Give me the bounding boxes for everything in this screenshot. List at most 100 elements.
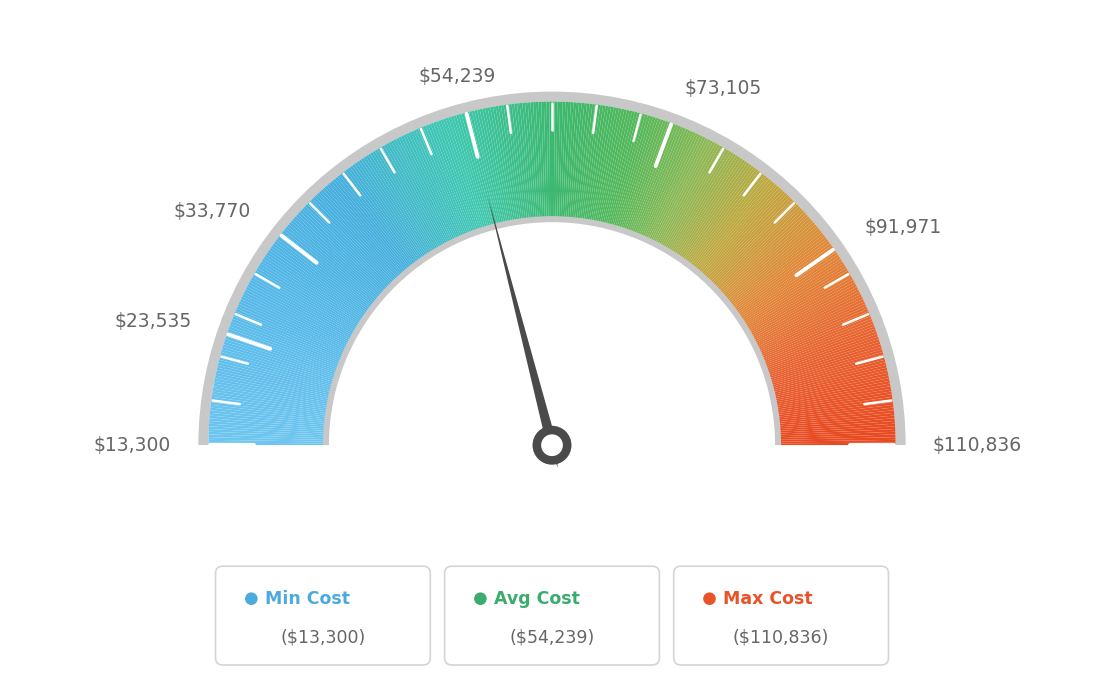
Wedge shape [459,114,493,230]
Wedge shape [477,109,505,227]
Text: ($13,300): ($13,300) [280,629,365,647]
Wedge shape [725,228,820,306]
Wedge shape [546,101,550,222]
Wedge shape [746,275,852,336]
Wedge shape [775,426,895,435]
Wedge shape [514,104,529,224]
Wedge shape [431,123,475,236]
Wedge shape [772,381,890,405]
Wedge shape [604,111,635,228]
Wedge shape [773,388,891,411]
Wedge shape [209,432,329,438]
Wedge shape [280,233,376,308]
Wedge shape [564,102,574,222]
Wedge shape [290,220,383,300]
Wedge shape [696,182,775,275]
Wedge shape [575,104,590,224]
Wedge shape [337,175,414,271]
Wedge shape [773,397,892,415]
Wedge shape [374,150,438,254]
Text: $23,535: $23,535 [115,313,192,331]
Wedge shape [571,103,584,223]
Wedge shape [319,191,402,282]
Wedge shape [774,402,893,419]
Wedge shape [461,113,495,230]
Wedge shape [394,139,450,247]
Wedge shape [231,322,343,366]
Wedge shape [765,342,880,380]
Wedge shape [757,311,870,359]
Wedge shape [221,352,337,386]
Wedge shape [333,179,411,273]
Wedge shape [721,220,814,300]
Wedge shape [646,133,699,243]
Wedge shape [259,264,362,328]
Wedge shape [268,250,369,319]
Wedge shape [733,244,831,315]
Wedge shape [673,157,741,259]
Wedge shape [761,322,873,366]
Wedge shape [554,101,558,222]
Wedge shape [359,159,428,261]
Wedge shape [763,334,878,375]
Wedge shape [209,421,329,431]
Wedge shape [296,214,386,296]
Wedge shape [212,397,331,415]
Wedge shape [357,161,426,262]
Wedge shape [633,125,679,237]
Wedge shape [411,131,461,241]
Wedge shape [753,297,863,350]
Circle shape [532,426,572,464]
Wedge shape [764,339,880,378]
Wedge shape [526,103,537,223]
Wedge shape [594,108,619,226]
Wedge shape [223,344,339,382]
Wedge shape [694,181,773,274]
Wedge shape [507,104,524,224]
Wedge shape [772,386,891,408]
Wedge shape [415,129,465,240]
Wedge shape [241,297,351,350]
Wedge shape [482,108,509,226]
Wedge shape [501,105,520,224]
Wedge shape [740,259,842,326]
Wedge shape [269,248,369,318]
Wedge shape [301,208,391,293]
Wedge shape [544,101,549,222]
Wedge shape [736,252,838,321]
Wedge shape [210,413,330,426]
Wedge shape [722,222,815,302]
Wedge shape [220,357,336,390]
Wedge shape [520,103,533,223]
Wedge shape [710,202,797,288]
Wedge shape [211,405,330,421]
Wedge shape [443,119,482,233]
Wedge shape [714,210,805,294]
Wedge shape [588,106,612,225]
Wedge shape [479,109,507,227]
Wedge shape [570,103,582,223]
Wedge shape [769,371,888,398]
Wedge shape [597,109,625,227]
Wedge shape [760,316,871,363]
Wedge shape [361,158,429,259]
Wedge shape [775,424,895,433]
Wedge shape [616,116,654,232]
Wedge shape [352,164,424,264]
Wedge shape [637,128,686,239]
Text: $33,770: $33,770 [173,202,251,221]
Wedge shape [555,101,560,222]
Wedge shape [539,102,545,222]
Wedge shape [372,151,437,255]
Wedge shape [380,147,442,252]
Wedge shape [243,292,352,347]
Wedge shape [213,388,331,411]
Wedge shape [775,440,895,444]
Wedge shape [775,421,895,431]
Wedge shape [339,174,415,270]
Wedge shape [771,375,889,402]
Wedge shape [214,381,332,405]
Wedge shape [617,117,656,233]
Wedge shape [212,394,331,414]
Wedge shape [247,284,354,342]
